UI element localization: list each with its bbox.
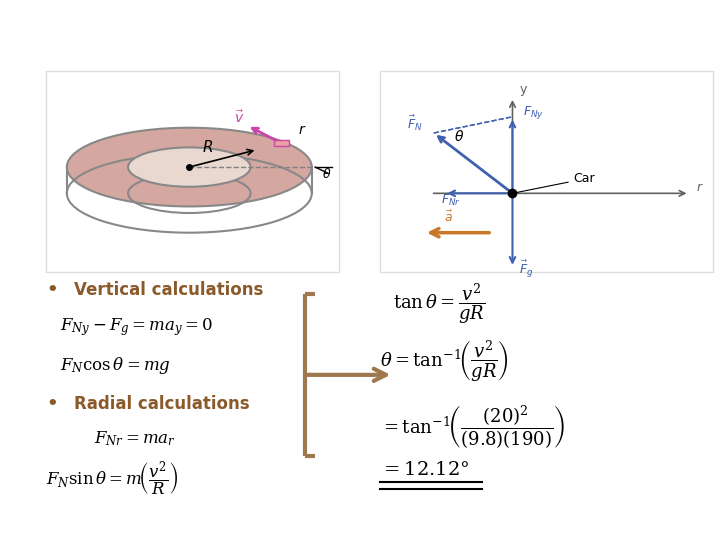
Text: $F_{Ny}$: $F_{Ny}$ (523, 104, 544, 120)
FancyBboxPatch shape (46, 71, 339, 272)
Text: Erwin Sitompul: Erwin Sitompul (14, 513, 119, 526)
Text: y: y (519, 83, 526, 96)
Text: $\vec{F}_g$: $\vec{F}_g$ (519, 259, 534, 280)
Text: $F_{Nr}$: $F_{Nr}$ (441, 193, 461, 208)
Text: University Physics: Mechanics   11/13: University Physics: Mechanics 11/13 (445, 513, 706, 526)
FancyBboxPatch shape (380, 71, 714, 272)
Text: R: R (203, 140, 214, 155)
Text: $\vec{F}_N$: $\vec{F}_N$ (407, 113, 422, 133)
Text: r: r (298, 123, 304, 137)
Text: $\theta$: $\theta$ (454, 129, 464, 144)
Text: $= \tan^{-1}\!\!\left(\dfrac{(20)^2}{(9.8)(190)}\right)$: $= \tan^{-1}\!\!\left(\dfrac{(20)^2}{(9.… (380, 403, 564, 451)
Ellipse shape (128, 147, 251, 187)
Ellipse shape (67, 128, 312, 206)
Text: •: • (46, 281, 58, 299)
Text: $\tan\theta = \dfrac{v^2}{gR}$: $\tan\theta = \dfrac{v^2}{gR}$ (393, 281, 485, 326)
Text: •: • (46, 395, 58, 413)
Text: $\theta = \tan^{-1}\!\!\left(\dfrac{v^2}{gR}\right)$: $\theta = \tan^{-1}\!\!\left(\dfrac{v^2}… (380, 338, 509, 383)
Text: $F_{Nr} = ma_r$: $F_{Nr} = ma_r$ (94, 429, 176, 448)
Text: $F_N \sin\theta = m\!\left(\dfrac{v^2}{R}\right)$: $F_N \sin\theta = m\!\left(\dfrac{v^2}{R… (46, 460, 179, 499)
Text: Radial calculations: Radial calculations (73, 395, 249, 413)
Text: Car: Car (516, 172, 595, 193)
Text: $F_{Ny} - F_g = ma_y = 0$: $F_{Ny} - F_g = ma_y = 0$ (60, 316, 213, 338)
Text: Vertical calculations: Vertical calculations (73, 281, 263, 299)
Text: $\vec{a}$: $\vec{a}$ (444, 210, 454, 225)
Text: $\vec{v}$: $\vec{v}$ (233, 110, 244, 126)
Text: $F_N \cos\theta = mg$: $F_N \cos\theta = mg$ (60, 355, 171, 376)
Text: $= 12.12°$: $= 12.12°$ (380, 460, 469, 479)
Text: $\theta$: $\theta$ (322, 167, 331, 181)
Text: Example: Banked Curved Highways: Example: Banked Curved Highways (85, 17, 635, 45)
FancyBboxPatch shape (274, 140, 289, 146)
Text: r: r (696, 181, 701, 194)
